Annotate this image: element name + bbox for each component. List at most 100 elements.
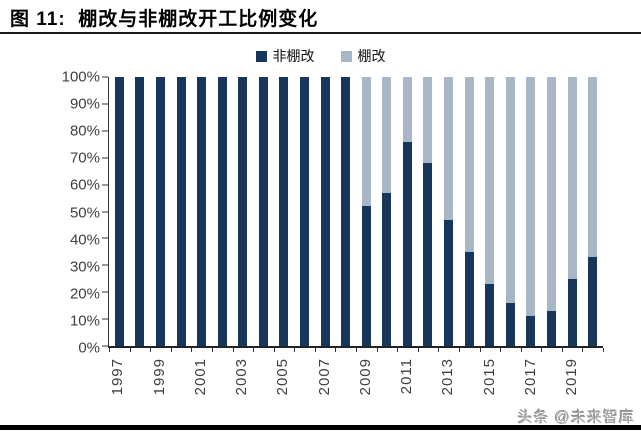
x-axis-tick (211, 348, 213, 352)
x-axis-label: 2015 (480, 358, 498, 396)
x-axis-tick (314, 348, 316, 352)
y-axis-tick (102, 318, 108, 320)
stacked-bar-2001 (197, 77, 207, 346)
bar-slot-2009 (356, 77, 377, 346)
y-axis-label: 70% (69, 149, 100, 167)
x-axis-label: 2019 (563, 358, 581, 396)
x-axis-tick (376, 348, 378, 352)
legend-label: 非棚改 (272, 48, 315, 64)
bar-slot-1999 (150, 77, 171, 346)
x-axis-tick (541, 348, 543, 352)
x-axis: 1997 1999 2001 2003 2005 2007 2009 2011 2013 2015… (108, 358, 603, 406)
y-axis-label: 20% (69, 285, 100, 303)
segment-penggai (402, 77, 412, 142)
legend-label: 棚改 (357, 48, 386, 64)
stacked-bar-2010 (382, 77, 392, 346)
segment-feipenggai (135, 77, 145, 346)
x-axis-label: 2017 (521, 358, 539, 396)
segment-penggai (526, 77, 536, 317)
legend-item-feipenggai: 非棚改 (255, 46, 315, 66)
segment-feipenggai (546, 311, 556, 346)
x-axis-label: 2005 (274, 358, 292, 396)
segment-feipenggai (197, 77, 207, 346)
bar-slot-2017 (521, 77, 542, 346)
bar-slot-2015 (479, 77, 500, 346)
stacked-bar-1999 (155, 77, 165, 346)
stacked-bar-2017 (526, 77, 536, 346)
legend-item-penggai: 棚改 (340, 46, 386, 66)
y-axis-label: 10% (69, 312, 100, 330)
x-axis-label: 1999 (150, 358, 168, 396)
y-axis-tick (102, 264, 108, 266)
bar-slot-2016 (500, 77, 521, 346)
x-axis-label: 2013 (439, 358, 457, 396)
x-axis-tick (438, 348, 440, 352)
x-axis-tick (603, 348, 604, 352)
segment-feipenggai (588, 257, 598, 346)
x-axis-tick (170, 348, 172, 352)
segment-feipenggai (361, 206, 371, 346)
segment-feipenggai (176, 77, 186, 346)
y-axis-label: 60% (69, 176, 100, 194)
bar-slot-2011 (397, 77, 418, 346)
segment-feipenggai (279, 77, 289, 346)
x-axis-tick (500, 348, 502, 352)
stacked-bar-2018 (546, 77, 556, 346)
x-axis-tick (397, 348, 399, 352)
segment-penggai (485, 77, 495, 285)
x-axis-tick (417, 348, 419, 352)
stacked-bar-1998 (135, 77, 145, 346)
stacked-bar-2009 (361, 77, 371, 346)
bar-slot-2014 (459, 77, 480, 346)
segment-feipenggai (155, 77, 165, 346)
segment-penggai (361, 77, 371, 207)
segment-feipenggai (258, 77, 268, 346)
bar-slot-2020 (582, 77, 603, 346)
bar-slot-2002 (212, 77, 233, 346)
y-axis-label: 0% (78, 339, 100, 357)
x-axis-label: 2001 (191, 358, 209, 396)
segment-penggai (505, 77, 515, 303)
x-axis-tick (294, 348, 296, 352)
segment-feipenggai (464, 251, 474, 346)
segment-feipenggai (238, 77, 248, 346)
x-axis-tick (129, 348, 131, 352)
bar-slot-2000 (171, 77, 192, 346)
segment-penggai (382, 77, 392, 193)
bar-slot-2003 (232, 77, 253, 346)
y-axis-label: 100% (61, 68, 100, 86)
segment-feipenggai (485, 284, 495, 346)
stacked-bar-2013 (444, 77, 454, 346)
stacked-bar-2008 (341, 77, 351, 346)
x-axis-label: 2009 (356, 358, 374, 396)
title-divider (0, 32, 641, 34)
stacked-bar-1997 (114, 77, 124, 346)
y-axis-label: 40% (69, 231, 100, 249)
x-axis-tick (582, 348, 584, 352)
x-axis-tick (356, 348, 357, 352)
bar-slot-2018 (541, 77, 562, 346)
stacked-bar-2003 (238, 77, 248, 346)
x-axis-tick (458, 348, 460, 352)
y-axis-label: 30% (69, 258, 100, 276)
figure-title: 图 11: 棚改与非棚改开工比例变化 (10, 9, 319, 30)
y-axis: 100% 90% 80% 70% 60% 50% 40% 30% 20% 10% 0% (30, 70, 100, 356)
x-axis-tick (109, 348, 110, 352)
segment-penggai (444, 77, 454, 220)
segment-penggai (567, 77, 577, 279)
bar-slot-2007 (315, 77, 336, 346)
bar-slot-1997 (109, 77, 130, 346)
y-axis-tick (102, 291, 108, 293)
stacked-bar-2011 (402, 77, 412, 346)
x-axis-tick (520, 348, 522, 352)
y-axis-tick (102, 76, 108, 78)
x-axis-tick (335, 348, 337, 352)
segment-feipenggai (567, 278, 577, 346)
x-axis-tick (191, 348, 193, 352)
y-axis-tick (102, 184, 108, 186)
bar-slot-2019 (562, 77, 583, 346)
bottom-border (0, 425, 641, 430)
x-axis-label: 2011 (398, 358, 416, 395)
bars-container (109, 77, 603, 346)
x-axis-tick (561, 348, 563, 352)
